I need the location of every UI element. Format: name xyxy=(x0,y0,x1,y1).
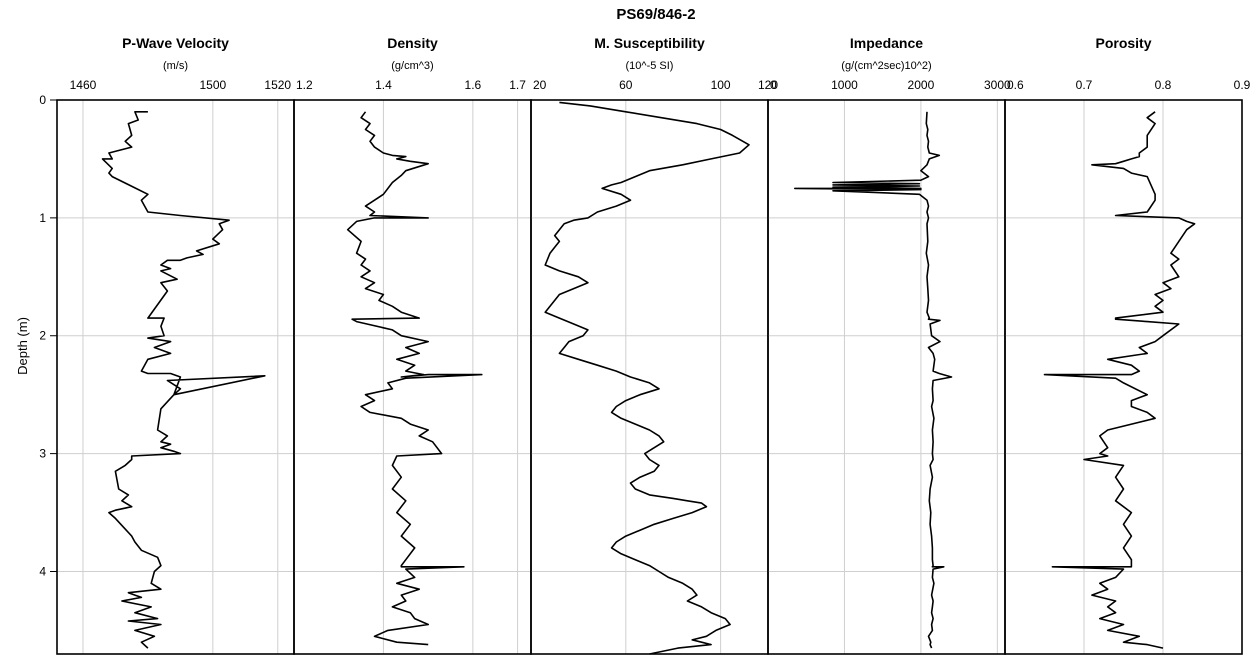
depth-axis: 0 1 2 3 4 xyxy=(39,93,57,578)
log-curve xyxy=(1043,111,1196,649)
x-tick-label: 0.7 xyxy=(1076,78,1093,92)
y-tick-label: 2 xyxy=(39,329,46,343)
x-tick-label: 1.4 xyxy=(375,78,392,92)
panel-unit: (g/cm^3) xyxy=(391,60,433,72)
y-tick-label: 1 xyxy=(39,211,46,225)
figure-title: PS69/846-2 xyxy=(616,6,695,23)
log-curve xyxy=(544,101,750,655)
log-panel-2: Density (g/cm^3) 1.2 1.4 1.6 1.7 xyxy=(293,35,532,655)
log-panel-3: M. Susceptibility (10^-5 SI) 20 60 100 120 xyxy=(530,35,778,655)
log-curve xyxy=(346,111,483,646)
panel-title: Density xyxy=(387,35,438,51)
x-tick-label: 0.6 xyxy=(1007,78,1024,92)
x-tick-label: 0.8 xyxy=(1155,78,1172,92)
panel-unit: (m/s) xyxy=(163,60,188,72)
panel-title: P-Wave Velocity xyxy=(122,35,229,51)
x-tick-label: 1.7 xyxy=(509,78,526,92)
log-curve xyxy=(101,111,266,649)
panel-frame xyxy=(530,99,769,655)
panels: P-Wave Velocity (m/s) 1460 1500 1520 Density (… xyxy=(56,35,1251,655)
panel-frame xyxy=(293,99,532,655)
x-tick-label: 1.2 xyxy=(296,78,313,92)
x-tick-label: 120 xyxy=(758,78,778,92)
x-tick-label: 0.9 xyxy=(1234,78,1251,92)
x-tick-label: 1520 xyxy=(264,78,291,92)
x-tick-label: 1000 xyxy=(831,78,858,92)
x-tick-label: 60 xyxy=(619,78,633,92)
y-tick-label: 4 xyxy=(39,564,46,578)
panel-unit: (10^-5 SI) xyxy=(626,60,674,72)
x-tick-label: 20 xyxy=(533,78,547,92)
panel-unit: (g/(cm^2sec)10^2) xyxy=(841,60,931,72)
panel-title: Impedance xyxy=(850,35,923,51)
log-panel-5: Porosity 0.6 0.7 0.8 0.9 xyxy=(1004,35,1251,655)
x-tick-label: 2000 xyxy=(908,78,935,92)
panel-title: Porosity xyxy=(1095,35,1151,51)
log-curve xyxy=(793,111,953,649)
x-tick-label: 0 xyxy=(770,78,777,92)
panel-frame xyxy=(1004,99,1243,655)
y-axis-label: Depth (m) xyxy=(15,317,30,375)
log-panel-1: P-Wave Velocity (m/s) 1460 1500 1520 xyxy=(56,35,295,655)
panel-title: M. Susceptibility xyxy=(594,35,705,51)
y-tick-label: 3 xyxy=(39,447,46,461)
x-tick-label: 1460 xyxy=(70,78,97,92)
log-panel-4: Impedance (g/(cm^2sec)10^2) 0 1000 2000 3000 xyxy=(767,35,1011,655)
x-tick-label: 1500 xyxy=(199,78,226,92)
y-tick-label: 0 xyxy=(39,93,46,107)
x-tick-label: 3000 xyxy=(984,78,1011,92)
x-tick-label: 100 xyxy=(711,78,731,92)
x-tick-label: 1.6 xyxy=(465,78,482,92)
